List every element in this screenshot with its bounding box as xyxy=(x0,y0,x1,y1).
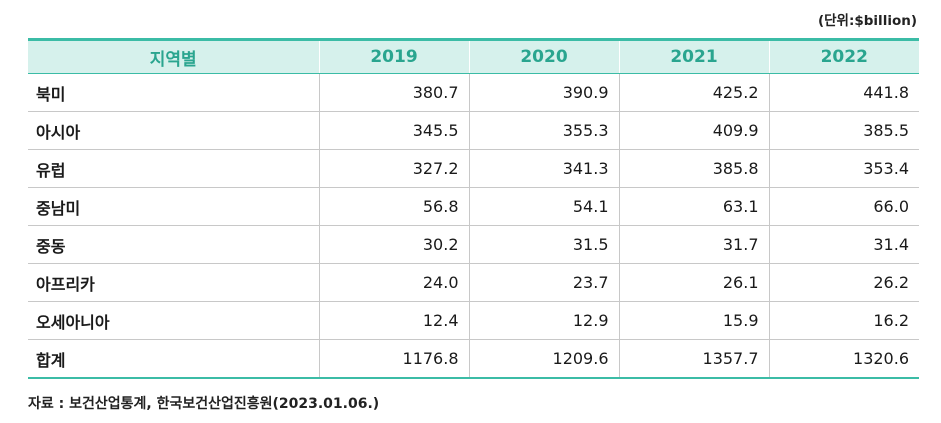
value-cell: 30.2 xyxy=(318,225,469,264)
value-cell: 385.5 xyxy=(768,111,919,150)
value-cell: 15.9 xyxy=(618,301,769,340)
table-row: 중동 30.2 31.5 31.7 31.4 xyxy=(28,225,919,264)
region-cell: 아시아 xyxy=(28,111,319,150)
region-cell: 북미 xyxy=(28,73,319,112)
value-cell: 66.0 xyxy=(768,187,919,226)
header-year-2019: 2019 xyxy=(318,38,469,74)
value-cell: 26.1 xyxy=(618,263,769,302)
region-cell: 아프리카 xyxy=(28,263,319,302)
value-cell: 12.9 xyxy=(468,301,619,340)
header-year-2021: 2021 xyxy=(618,38,769,74)
value-cell: 16.2 xyxy=(768,301,919,340)
total-value-cell: 1209.6 xyxy=(468,339,619,379)
unit-label: (단위:$billion) xyxy=(817,13,917,29)
table-row: 북미 380.7 390.9 425.2 441.8 xyxy=(28,73,919,112)
value-cell: 327.2 xyxy=(318,149,469,188)
table-header-row: 지역별 2019 2020 2021 2022 xyxy=(28,38,919,74)
value-cell: 441.8 xyxy=(768,73,919,112)
value-cell: 390.9 xyxy=(468,73,619,112)
total-value-cell: 1176.8 xyxy=(318,339,469,379)
value-cell: 355.3 xyxy=(468,111,619,150)
value-cell: 26.2 xyxy=(768,263,919,302)
total-label-cell: 합계 xyxy=(28,339,319,379)
value-cell: 385.8 xyxy=(618,149,769,188)
header-year-2022: 2022 xyxy=(768,38,919,74)
region-cell: 중동 xyxy=(28,225,319,264)
value-cell: 345.5 xyxy=(318,111,469,150)
table-row: 오세아니아 12.4 12.9 15.9 16.2 xyxy=(28,301,919,340)
value-cell: 24.0 xyxy=(318,263,469,302)
table-row: 중남미 56.8 54.1 63.1 66.0 xyxy=(28,187,919,226)
region-cell: 유럽 xyxy=(28,149,319,188)
value-cell: 380.7 xyxy=(318,73,469,112)
table-row: 유럽 327.2 341.3 385.8 353.4 xyxy=(28,149,919,188)
value-cell: 54.1 xyxy=(468,187,619,226)
value-cell: 56.8 xyxy=(318,187,469,226)
total-value-cell: 1320.6 xyxy=(768,339,919,379)
value-cell: 341.3 xyxy=(468,149,619,188)
table-row: 아프리카 24.0 23.7 26.1 26.2 xyxy=(28,263,919,302)
table-row: 아시아 345.5 355.3 409.9 385.5 xyxy=(28,111,919,150)
value-cell: 409.9 xyxy=(618,111,769,150)
value-cell: 23.7 xyxy=(468,263,619,302)
region-cell: 중남미 xyxy=(28,187,319,226)
value-cell: 353.4 xyxy=(768,149,919,188)
value-cell: 63.1 xyxy=(618,187,769,226)
total-value-cell: 1357.7 xyxy=(618,339,769,379)
region-cell: 오세아니아 xyxy=(28,301,319,340)
value-cell: 12.4 xyxy=(318,301,469,340)
header-region: 지역별 xyxy=(28,38,319,74)
source-note: 자료 : 보건산업통계, 한국보건산업진흥원(2023.01.06.) xyxy=(28,396,380,412)
value-cell: 31.4 xyxy=(768,225,919,264)
market-size-table: 지역별 2019 2020 2021 2022 북미 380.7 390.9 4… xyxy=(28,38,919,379)
value-cell: 425.2 xyxy=(618,73,769,112)
table-total-row: 합계 1176.8 1209.6 1357.7 1320.6 xyxy=(28,339,919,379)
value-cell: 31.5 xyxy=(468,225,619,264)
value-cell: 31.7 xyxy=(618,225,769,264)
header-year-2020: 2020 xyxy=(468,38,619,74)
